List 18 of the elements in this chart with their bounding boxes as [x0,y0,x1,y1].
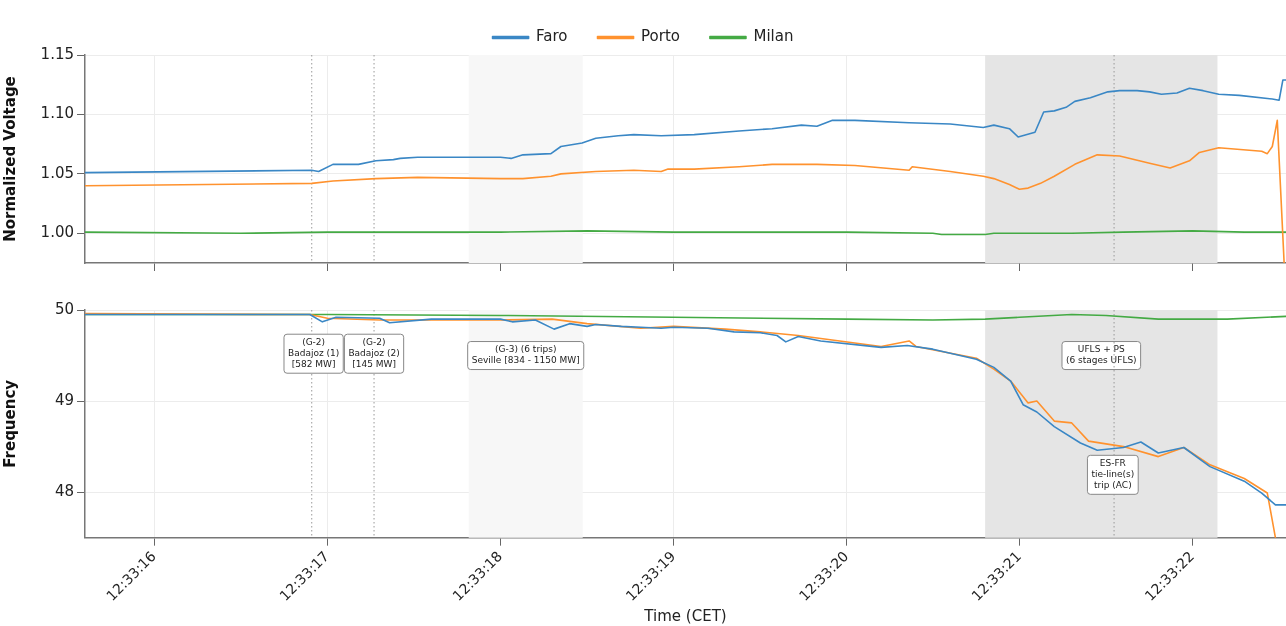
y-axis-title: Frequency [0,379,19,468]
annotation: ES-FR tie-line(s) trip (AC) [1091,458,1135,491]
y-tick-label: 1.15 [40,44,74,63]
y-tick-label: 1.10 [40,104,74,123]
y-tick-label: 50 [54,299,74,318]
x-axis-title: Time (CET) [643,606,727,625]
y-tick-label: 49 [54,390,74,409]
annotation: (G-2) Badajoz (2) [145 MW] [348,337,400,370]
annotation: (G-2) Badajoz (1) [582 MW] [287,337,340,370]
legend-label: Porto [641,27,680,46]
y-tick-label: 48 [54,482,74,501]
y-tick-label: 1.05 [40,163,74,182]
band-label: (G-3) (6 trips) Seville [834 - 1150 MW] [471,344,580,366]
y-axis-title: Normalized Voltage [0,76,19,242]
band-label: UFLS + PS (6 stages UFLS) [1065,344,1137,366]
legend-label: Milan [753,27,794,46]
y-tick-label: 1.00 [40,223,74,242]
legend-label: Faro [536,27,568,46]
